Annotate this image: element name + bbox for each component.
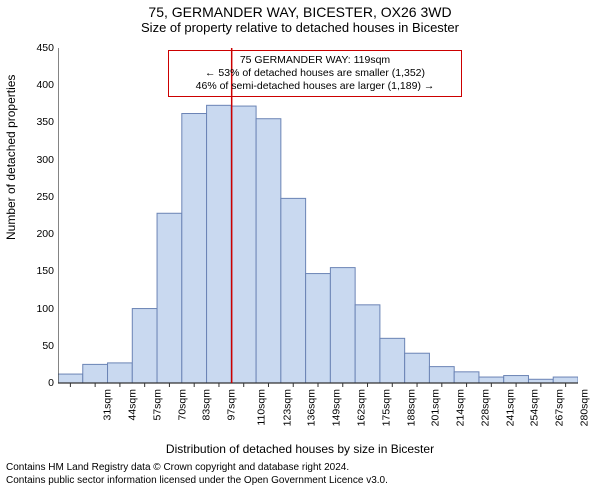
y-tick-label: 300 [26, 154, 54, 166]
histogram-bar [355, 305, 380, 383]
y-axis-label: Number of detached properties [4, 75, 18, 240]
histogram-bar [83, 364, 108, 383]
x-tick-label: 136sqm [306, 389, 318, 426]
x-tick-label: 110sqm [256, 389, 268, 426]
annotation-box: 75 GERMANDER WAY: 119sqm ← 53% of detach… [168, 50, 462, 97]
y-tick-label: 350 [26, 116, 54, 128]
y-tick-label: 200 [26, 228, 54, 240]
x-tick-label: 201sqm [430, 389, 442, 426]
y-tick-label: 100 [26, 303, 54, 315]
x-tick-label: 280sqm [578, 389, 590, 426]
chart-subtitle: Size of property relative to detached ho… [0, 20, 600, 37]
annotation-line-3: 46% of semi-detached houses are larger (… [175, 80, 455, 93]
histogram-bar [553, 377, 578, 383]
annotation-line-1: 75 GERMANDER WAY: 119sqm [175, 54, 455, 67]
page-title: 75, GERMANDER WAY, BICESTER, OX26 3WD [0, 0, 600, 20]
x-tick-label: 175sqm [380, 389, 392, 426]
histogram-plot [58, 48, 578, 428]
histogram-bar [256, 119, 281, 383]
annotation-line-2: ← 53% of detached houses are smaller (1,… [175, 67, 455, 80]
y-tick-label: 250 [26, 191, 54, 203]
x-tick-label: 162sqm [355, 389, 367, 426]
footer: Contains HM Land Registry data © Crown c… [0, 462, 600, 487]
histogram-bar [207, 105, 232, 383]
x-tick-label: 188sqm [405, 389, 417, 426]
histogram-bar [281, 198, 306, 383]
x-tick-label: 97sqm [226, 389, 238, 421]
histogram-bar [429, 367, 454, 383]
x-tick-label: 31sqm [102, 389, 114, 421]
x-tick-label: 228sqm [479, 389, 491, 426]
histogram-bar [231, 106, 256, 383]
chart-area: 31sqm 44sqm 57sqm 70sqm 83sqm 97sqm 110sqm 123s… [58, 48, 578, 428]
histogram-bar [330, 268, 355, 383]
x-tick-label: 267sqm [553, 389, 565, 426]
x-tick-label: 214sqm [454, 389, 466, 426]
histogram-bar [108, 363, 133, 383]
footer-line-2: Contains public sector information licen… [6, 475, 600, 488]
histogram-bar [132, 309, 157, 383]
x-tick-label: 57sqm [151, 389, 163, 421]
histogram-bar [157, 213, 182, 383]
histogram-bar [58, 374, 83, 383]
histogram-bar [405, 353, 430, 383]
y-tick-label: 400 [26, 79, 54, 91]
y-tick-label: 50 [26, 340, 54, 352]
histogram-bar [306, 274, 331, 383]
y-tick-label: 0 [26, 377, 54, 389]
histogram-bar [504, 376, 529, 383]
x-tick-label: 149sqm [331, 389, 343, 426]
histogram-bar [454, 372, 479, 383]
histogram-bar [479, 377, 504, 383]
histogram-bar [380, 338, 405, 383]
histogram-bar [182, 114, 207, 383]
x-tick-label: 70sqm [176, 389, 188, 421]
x-tick-label: 44sqm [127, 389, 139, 421]
y-tick-label: 150 [26, 265, 54, 277]
x-axis-label: Distribution of detached houses by size … [0, 442, 600, 456]
x-tick-label: 83sqm [201, 389, 213, 421]
x-tick-label: 254sqm [529, 389, 541, 426]
x-tick-label: 123sqm [281, 389, 293, 426]
y-tick-label: 450 [26, 42, 54, 54]
footer-line-1: Contains HM Land Registry data © Crown c… [6, 462, 600, 475]
x-tick-label: 241sqm [504, 389, 516, 426]
